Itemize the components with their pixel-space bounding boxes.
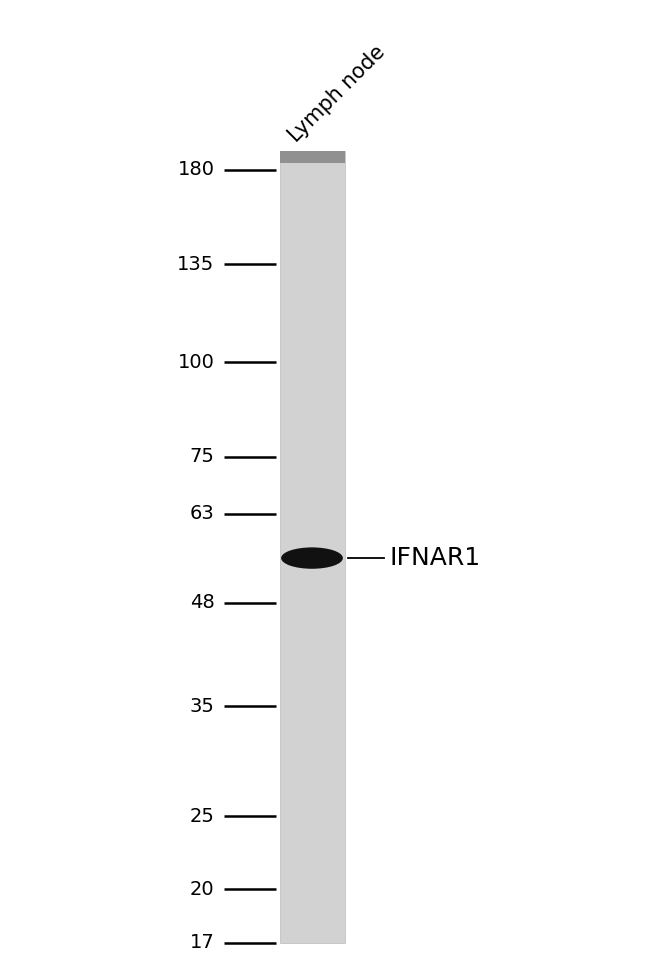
Text: 17: 17 (190, 933, 214, 952)
Text: 135: 135 (177, 255, 214, 273)
Text: 25: 25 (190, 807, 214, 826)
Bar (280, 151, 344, 943)
Text: 180: 180 (177, 160, 214, 180)
Text: IFNAR1: IFNAR1 (390, 546, 481, 571)
Text: 20: 20 (190, 880, 214, 899)
Text: 35: 35 (190, 697, 214, 715)
Text: 75: 75 (190, 447, 214, 466)
Text: 100: 100 (177, 353, 214, 372)
Ellipse shape (281, 547, 343, 569)
Bar (280, 151, 344, 163)
Text: Lymph node: Lymph node (285, 42, 389, 146)
Text: 63: 63 (190, 504, 214, 523)
Text: 48: 48 (190, 593, 214, 612)
